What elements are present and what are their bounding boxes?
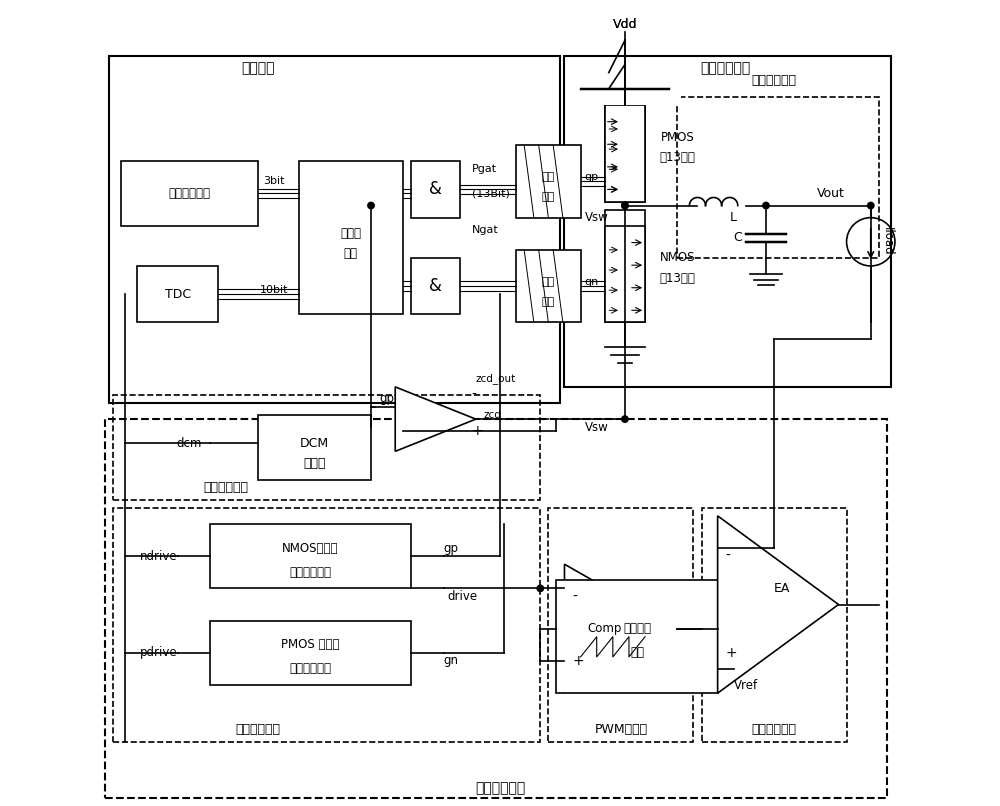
Text: Iload: Iload xyxy=(880,227,893,256)
Text: Pgat: Pgat xyxy=(472,164,497,174)
FancyBboxPatch shape xyxy=(121,161,258,226)
FancyBboxPatch shape xyxy=(556,580,718,693)
Text: (13Bit): (13Bit) xyxy=(472,189,510,198)
Text: ndrive: ndrive xyxy=(140,550,178,563)
Circle shape xyxy=(622,202,628,209)
Bar xyxy=(677,97,879,258)
Circle shape xyxy=(622,202,628,209)
Text: zcd_out: zcd_out xyxy=(476,373,516,384)
Circle shape xyxy=(537,585,544,592)
Text: Vdd: Vdd xyxy=(613,18,637,31)
Text: PMOS 功率管: PMOS 功率管 xyxy=(281,638,340,651)
Text: 电路: 电路 xyxy=(542,193,555,202)
FancyBboxPatch shape xyxy=(605,89,645,202)
Text: gn: gn xyxy=(444,654,459,667)
Circle shape xyxy=(622,416,628,422)
Text: 电路: 电路 xyxy=(630,646,644,659)
Text: 缓冲: 缓冲 xyxy=(542,172,555,182)
Text: DCM: DCM xyxy=(300,437,329,450)
Text: NMOS功率管: NMOS功率管 xyxy=(282,542,339,555)
Text: （13只）: （13只） xyxy=(659,272,695,285)
Text: Vsw: Vsw xyxy=(585,211,609,224)
Text: -: - xyxy=(573,589,577,604)
Bar xyxy=(113,395,540,500)
Polygon shape xyxy=(718,516,839,693)
Text: NMOS: NMOS xyxy=(660,251,695,264)
Text: 频率补偿: 频率补偿 xyxy=(623,622,651,635)
Text: 死区控制模块: 死区控制模块 xyxy=(290,663,332,675)
Text: -: - xyxy=(726,549,731,563)
FancyBboxPatch shape xyxy=(137,266,218,322)
Text: 模式检测电路: 模式检测电路 xyxy=(203,481,248,494)
Text: C: C xyxy=(733,231,742,244)
Text: 误差放大电路: 误差放大电路 xyxy=(752,723,797,736)
FancyBboxPatch shape xyxy=(258,415,371,480)
Text: &: & xyxy=(429,277,442,295)
Polygon shape xyxy=(395,387,476,451)
Circle shape xyxy=(868,202,874,209)
FancyBboxPatch shape xyxy=(298,161,403,314)
Text: 缓冲: 缓冲 xyxy=(542,277,555,287)
Circle shape xyxy=(763,202,769,209)
Text: TDC: TDC xyxy=(165,288,191,301)
Text: Vdd: Vdd xyxy=(613,18,637,31)
Text: 死区控制模块: 死区控制模块 xyxy=(290,566,332,579)
Bar xyxy=(702,508,847,742)
FancyBboxPatch shape xyxy=(569,89,681,105)
Text: Vout: Vout xyxy=(817,187,844,200)
Text: 模块: 模块 xyxy=(344,247,358,260)
Text: EA: EA xyxy=(774,582,790,595)
Text: Comp: Comp xyxy=(588,622,622,635)
Text: 3bit: 3bit xyxy=(264,177,285,186)
Bar xyxy=(105,419,887,798)
Text: 查找表: 查找表 xyxy=(340,227,361,240)
Bar xyxy=(113,508,540,742)
Text: （13只）: （13只） xyxy=(659,151,695,164)
Text: Ngat: Ngat xyxy=(472,225,499,235)
Text: 电路: 电路 xyxy=(542,297,555,307)
Text: +: + xyxy=(472,424,483,438)
Text: +: + xyxy=(573,654,584,668)
Text: 检测器: 检测器 xyxy=(303,457,326,470)
Text: gp: gp xyxy=(585,172,599,182)
FancyBboxPatch shape xyxy=(516,145,581,218)
FancyBboxPatch shape xyxy=(516,250,581,322)
Text: 死区控制电路: 死区控制电路 xyxy=(236,723,281,736)
Text: gp: gp xyxy=(379,393,394,405)
FancyBboxPatch shape xyxy=(210,524,411,588)
Text: &: & xyxy=(429,181,442,198)
Bar xyxy=(548,508,693,742)
Text: gn: gn xyxy=(585,277,599,287)
Text: 反馈控制单元: 反馈控制单元 xyxy=(475,781,525,796)
FancyBboxPatch shape xyxy=(411,161,460,218)
Text: dcm: dcm xyxy=(176,437,202,450)
Text: drive: drive xyxy=(448,590,478,603)
Polygon shape xyxy=(564,564,677,693)
Text: L: L xyxy=(730,211,737,224)
Text: 10bit: 10bit xyxy=(260,285,289,295)
Text: -: - xyxy=(472,388,477,402)
FancyBboxPatch shape xyxy=(210,621,411,685)
Text: Vref: Vref xyxy=(734,679,758,692)
FancyBboxPatch shape xyxy=(605,226,645,322)
Circle shape xyxy=(368,202,374,209)
Text: PMOS: PMOS xyxy=(660,131,694,143)
Text: Vsw: Vsw xyxy=(585,421,609,434)
FancyBboxPatch shape xyxy=(605,105,645,202)
Text: 低通滤波电路: 低通滤波电路 xyxy=(752,74,797,87)
Text: pdrive: pdrive xyxy=(140,646,178,659)
Text: 能量转换单元: 能量转换单元 xyxy=(701,61,751,76)
Text: gp: gp xyxy=(444,542,459,555)
Text: 驱动单元: 驱动单元 xyxy=(241,61,275,76)
Text: zcd: zcd xyxy=(484,410,502,420)
Text: +: + xyxy=(726,646,737,660)
FancyBboxPatch shape xyxy=(411,258,460,314)
Text: PWM比较器: PWM比较器 xyxy=(594,723,647,736)
FancyBboxPatch shape xyxy=(605,210,645,322)
Text: 电流采样电路: 电流采样电路 xyxy=(169,187,211,200)
